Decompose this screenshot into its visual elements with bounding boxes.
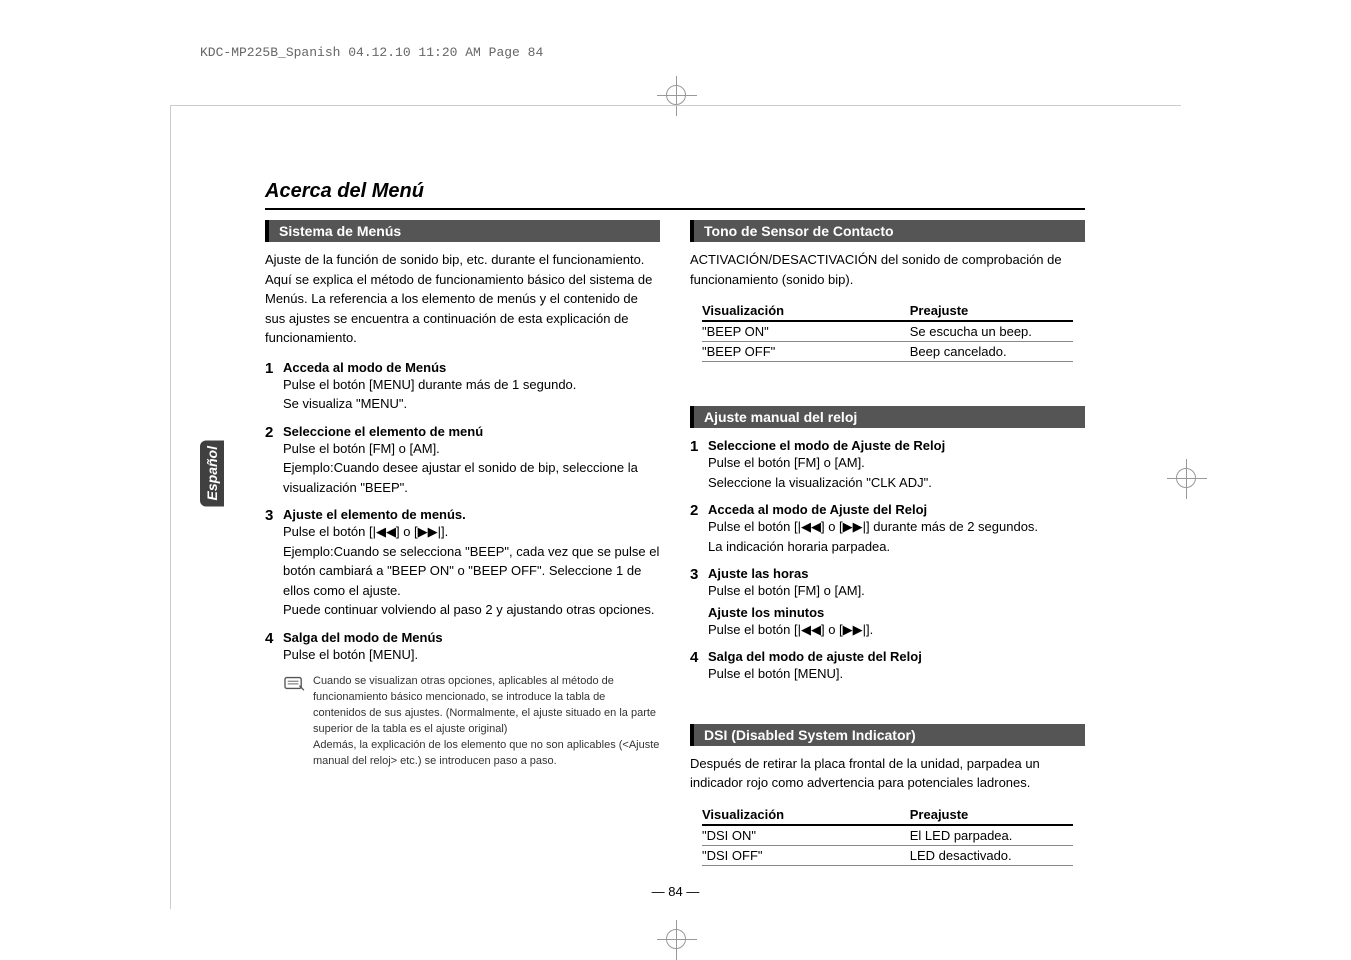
- section-intro: Después de retirar la placa frontal de l…: [690, 754, 1085, 793]
- step-text: Pulse el botón [FM] o [AM].: [708, 453, 1085, 473]
- step-1: 1 Acceda al modo de Menús Pulse el botón…: [265, 360, 660, 414]
- step-number: 2: [265, 424, 283, 498]
- table-cell: "DSI ON": [702, 828, 910, 843]
- step-text: Pulse el botón [FM] o [AM].: [708, 581, 1085, 601]
- table-cell: "BEEP ON": [702, 324, 910, 339]
- table-header-row: Visualización Preajuste: [702, 301, 1073, 322]
- table-row: "BEEP OFF" Beep cancelado.: [702, 342, 1073, 362]
- step-text: Pulse el botón [MENU].: [708, 664, 1085, 684]
- step-example: Ejemplo:Cuando desee ajustar el sonido d…: [283, 458, 660, 497]
- page-title: Acerca del Menú: [265, 180, 424, 203]
- table-header: Preajuste: [910, 807, 1073, 822]
- page-number: — 84 —: [652, 884, 700, 899]
- step-text: Pulse el botón [MENU].: [283, 645, 660, 665]
- step-text: Pulse el botón [|◀◀] o [▶▶|] durante más…: [708, 517, 1085, 537]
- section-header-reloj: Ajuste manual del reloj: [690, 406, 1085, 428]
- language-tab: Español: [200, 440, 224, 506]
- step-number: 3: [690, 566, 708, 639]
- example-label: Ejemplo:: [283, 460, 334, 475]
- table-row: "DSI ON" El LED parpadea.: [702, 826, 1073, 846]
- beep-table: Visualización Preajuste "BEEP ON" Se esc…: [702, 301, 1073, 362]
- example-text: Cuando desee ajustar el sonido de bip, s…: [283, 460, 638, 495]
- note-icon: [283, 674, 305, 692]
- crop-mark-top: [666, 85, 686, 105]
- step-title: Seleccione el modo de Ajuste de Reloj: [708, 438, 1085, 453]
- content-columns: Sistema de Menús Ajuste de la función de…: [265, 220, 1085, 880]
- table-cell: LED desactivado.: [910, 848, 1073, 863]
- step-text: Se visualiza "MENU".: [283, 394, 660, 414]
- step-2: 2 Seleccione el elemento de menú Pulse e…: [265, 424, 660, 498]
- step-text: Pulse el botón [|◀◀] o [▶▶|].: [708, 620, 1085, 640]
- table-row: "DSI OFF" LED desactivado.: [702, 846, 1073, 866]
- title-underline: [265, 208, 1085, 210]
- step-example: Ejemplo:Cuando se selecciona "BEEP", cad…: [283, 542, 660, 601]
- table-cell: "BEEP OFF": [702, 344, 910, 359]
- table-row: "BEEP ON" Se escucha un beep.: [702, 322, 1073, 342]
- right-column: Tono de Sensor de Contacto ACTIVACIÓN/DE…: [690, 220, 1085, 880]
- table-cell: El LED parpadea.: [910, 828, 1073, 843]
- table-cell: Beep cancelado.: [910, 344, 1073, 359]
- step-number: 3: [265, 507, 283, 620]
- left-column: Sistema de Menús Ajuste de la función de…: [265, 220, 660, 880]
- example-text: Cuando se selecciona "BEEP", cada vez qu…: [283, 544, 659, 598]
- table-header: Visualización: [702, 807, 910, 822]
- table-header: Visualización: [702, 303, 910, 318]
- step-number: 1: [265, 360, 283, 414]
- section-header-dsi: DSI (Disabled System Indicator): [690, 724, 1085, 746]
- section-intro: Ajuste de la función de sonido bip, etc.…: [265, 250, 660, 348]
- step-title: Ajuste el elemento de menús.: [283, 507, 660, 522]
- section-header-menus: Sistema de Menús: [265, 220, 660, 242]
- table-header-row: Visualización Preajuste: [702, 805, 1073, 826]
- dsi-table: Visualización Preajuste "DSI ON" El LED …: [702, 805, 1073, 866]
- step-text: Pulse el botón [|◀◀] o [▶▶|].: [283, 522, 660, 542]
- step-number: 2: [690, 502, 708, 556]
- section-intro: ACTIVACIÓN/DESACTIVACIÓN del sonido de c…: [690, 250, 1085, 289]
- step-r4: 4 Salga del modo de ajuste del Reloj Pul…: [690, 649, 1085, 684]
- step-number: 1: [690, 438, 708, 492]
- step-3: 3 Ajuste el elemento de menús. Pulse el …: [265, 507, 660, 620]
- table-cell: "DSI OFF": [702, 848, 910, 863]
- note-block: Cuando se visualizan otras opciones, apl…: [265, 674, 660, 770]
- step-title: Salga del modo de Menús: [283, 630, 660, 645]
- step-r3: 3 Ajuste las horas Pulse el botón [FM] o…: [690, 566, 1085, 639]
- step-title: Acceda al modo de Ajuste del Reloj: [708, 502, 1085, 517]
- document-header: KDC-MP225B_Spanish 04.12.10 11:20 AM Pag…: [200, 45, 543, 60]
- table-cell: Se escucha un beep.: [910, 324, 1073, 339]
- step-r2: 2 Acceda al modo de Ajuste del Reloj Pul…: [690, 502, 1085, 556]
- step-text: Seleccione la visualización "CLK ADJ".: [708, 473, 1085, 493]
- section-header-tono: Tono de Sensor de Contacto: [690, 220, 1085, 242]
- step-title: Ajuste las horas: [708, 566, 1085, 581]
- step-number: 4: [690, 649, 708, 684]
- table-header: Preajuste: [910, 303, 1073, 318]
- example-label: Ejemplo:: [283, 544, 334, 559]
- step-r1: 1 Seleccione el modo de Ajuste de Reloj …: [690, 438, 1085, 492]
- step-text: La indicación horaria parpadea.: [708, 537, 1085, 557]
- step-title: Salga del modo de ajuste del Reloj: [708, 649, 1085, 664]
- note-text: Cuando se visualizan otras opciones, apl…: [313, 674, 660, 770]
- step-text: Pulse el botón [FM] o [AM].: [283, 439, 660, 459]
- crop-mark-bottom: [666, 929, 686, 949]
- step-title: Acceda al modo de Menús: [283, 360, 660, 375]
- step-number: 4: [265, 630, 283, 665]
- step-text: Pulse el botón [MENU] durante más de 1 s…: [283, 375, 660, 395]
- step-after-text: Puede continuar volviendo al paso 2 y aj…: [283, 600, 660, 620]
- step-title: Seleccione el elemento de menú: [283, 424, 660, 439]
- step-subtitle: Ajuste los minutos: [708, 605, 1085, 620]
- step-4: 4 Salga del modo de Menús Pulse el botón…: [265, 630, 660, 665]
